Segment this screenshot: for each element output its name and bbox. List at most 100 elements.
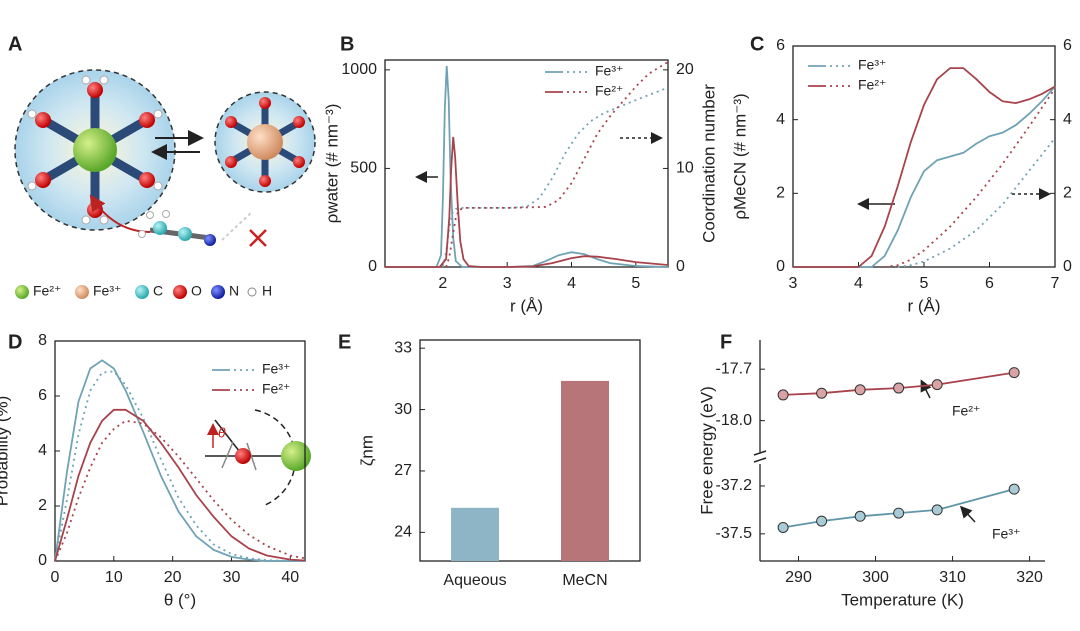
x-tick-label: 6 [985,275,994,292]
x-tick-label: 3 [789,275,798,292]
inset-label: θ [218,425,226,441]
plot-frame [419,339,641,562]
x-tick-label: 4 [567,275,576,292]
y-tick-label: -37.5 [716,525,753,542]
panel-label: D [8,331,22,353]
panel-label: E [338,331,351,353]
x-tick-label: 4 [854,275,863,292]
line [385,136,669,268]
schematic: A Fe²⁺ Fe³⁺ C O N H [8,33,316,299]
y-tick-label: 6 [38,387,47,404]
legend-label: O [191,283,202,299]
legend-label: Fe²⁺ [33,283,61,299]
legend-label: H [262,283,272,299]
x-tick-label: 290 [785,569,812,586]
x-tick-label: 320 [1016,569,1043,586]
point [854,384,866,396]
y-axis-label: ρMeCN (# nm⁻³) [730,93,749,219]
legend-label: Fe²⁺ [858,77,886,93]
y-tick-label: 2 [38,497,47,514]
x-axis-label: r (Å) [510,296,543,315]
y-axis-label: ζnm [357,435,376,466]
y-tick-label: 6 [776,37,785,54]
legend-label: Fe²⁺ [595,83,623,99]
point [931,504,943,516]
x-tick-label: MeCN [562,572,607,589]
line [54,370,305,562]
y2-tick-label: 2 [1063,185,1072,202]
x-tick-label: 40 [281,569,299,586]
line [385,65,669,268]
y-tick-label: 0 [776,258,785,275]
x-axis-label: Temperature (K) [841,590,964,609]
x-tick-label: 30 [223,569,241,586]
y-tick-label: 2 [776,185,785,202]
bar [561,380,609,561]
inset-atom [235,448,251,464]
inset-atom [281,441,311,471]
legend-label: Fe³⁺ [93,283,121,299]
line [897,137,1056,268]
point [816,515,828,527]
x-tick-label: 5 [920,275,929,292]
x-tick-label: 10 [105,569,123,586]
y2-tick-label: 6 [1063,37,1072,54]
y-tick-label: 4 [776,111,785,128]
x-axis-label: θ (°) [164,590,196,609]
point [854,510,866,522]
y-axis-label: ρwater (# nm⁻³) [322,104,341,224]
y-axis-label: Free energy (eV) [697,386,716,515]
x-tick-label: 2 [438,275,447,292]
panel-label: C [750,33,764,55]
line [793,67,1056,268]
y-tick-label: 0 [368,258,377,275]
x-tick-label: 300 [862,569,889,586]
legend-label: Fe³⁺ [858,57,886,73]
panel-label: F [720,331,732,353]
line [54,359,305,562]
y-tick-label: 0 [38,552,47,569]
legend-label: Fe³⁺ [262,361,290,377]
fit-line [783,371,1015,396]
x-tick-label: Aqueous [443,572,506,589]
annotation: Fe³⁺ [992,526,1020,542]
y-tick-label: 1000 [341,61,377,78]
point [777,521,789,533]
legend-label: Fe³⁺ [595,63,623,79]
x-tick-label: 5 [631,275,640,292]
line [54,408,306,562]
point [777,389,789,401]
line [793,85,1056,268]
panel-label: B [340,33,354,55]
y-tick-label: 8 [38,332,47,349]
y2-axis-label: Coordination number [699,84,718,243]
y-tick-label: -17.7 [716,360,753,377]
plot-frame [384,59,669,268]
y2-tick-label: 20 [676,61,694,78]
line [442,86,669,268]
point [1008,483,1020,495]
legend-label: C [153,283,163,299]
legend-label: N [229,283,239,299]
schematic-legend: Fe²⁺ Fe³⁺ C O N H [15,283,272,299]
bar [451,507,499,561]
y-axis-label: Probability (%) [0,396,11,507]
y2-tick-label: 0 [1063,258,1072,275]
y2-tick-label: 4 [1063,111,1072,128]
fit-line [782,488,1015,529]
y-tick-label: 4 [38,442,47,459]
x-tick-label: 20 [164,569,182,586]
y-tick-label: -37.2 [716,477,753,494]
x-tick-label: 3 [503,275,512,292]
panel-label: A [8,33,22,55]
point [816,387,828,399]
y-tick-label: -18.0 [716,412,753,429]
x-tick-label: 7 [1051,275,1060,292]
line [54,419,306,562]
y2-tick-label: 10 [676,160,694,177]
y2-tick-label: 0 [676,258,685,275]
y-tick-label: 33 [394,339,412,356]
legend-label: Fe²⁺ [262,381,290,397]
y-tick-label: 30 [394,401,412,418]
